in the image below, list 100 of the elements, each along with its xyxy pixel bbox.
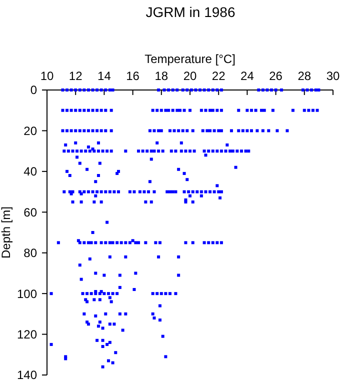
point	[191, 190, 194, 194]
point	[144, 200, 148, 204]
point	[220, 190, 223, 194]
point	[104, 241, 108, 244]
point	[170, 150, 173, 153]
point	[100, 88, 103, 92]
point	[80, 200, 83, 204]
point	[84, 150, 88, 153]
point	[212, 190, 216, 194]
point	[131, 239, 134, 242]
point	[101, 345, 104, 348]
point	[151, 292, 154, 296]
point	[96, 324, 100, 328]
point	[186, 129, 189, 132]
x-tick-label: 12	[68, 69, 83, 83]
point	[56, 241, 60, 244]
point	[158, 241, 162, 244]
point	[61, 108, 64, 112]
point	[176, 88, 179, 92]
point	[96, 150, 100, 153]
point	[307, 108, 310, 112]
point	[91, 88, 94, 92]
point	[302, 108, 306, 112]
point	[74, 108, 78, 112]
point	[241, 129, 244, 132]
point	[204, 154, 208, 157]
point	[196, 190, 199, 194]
point	[90, 241, 93, 244]
x-axis-title: Temperature [°C]	[144, 52, 236, 66]
point	[96, 108, 99, 112]
point	[216, 88, 219, 92]
point	[98, 298, 102, 302]
point	[167, 108, 170, 112]
point	[150, 150, 153, 153]
point	[128, 190, 132, 194]
point	[50, 342, 53, 346]
point	[111, 361, 114, 364]
point	[220, 241, 223, 244]
point	[157, 150, 160, 153]
point	[100, 108, 103, 112]
point	[212, 129, 216, 132]
point	[250, 108, 253, 112]
point	[180, 141, 183, 144]
point	[220, 88, 223, 92]
point	[180, 150, 183, 153]
point	[74, 88, 78, 92]
point	[94, 194, 98, 198]
point	[301, 88, 304, 92]
point	[208, 129, 212, 132]
point	[98, 162, 102, 165]
point	[202, 150, 206, 153]
point	[152, 129, 156, 132]
point	[184, 241, 188, 244]
point	[104, 108, 108, 112]
point	[256, 129, 259, 132]
point	[108, 241, 112, 244]
point	[82, 190, 86, 194]
y-tick-label: 60	[24, 205, 38, 220]
point	[82, 108, 86, 112]
point	[246, 129, 249, 132]
point	[111, 241, 114, 244]
point	[86, 190, 90, 194]
x-tick-label: 28	[298, 69, 312, 83]
point	[261, 88, 264, 92]
point	[177, 274, 180, 277]
point	[317, 88, 320, 92]
point	[100, 241, 103, 244]
point	[78, 264, 82, 267]
point	[184, 150, 188, 153]
point	[90, 292, 93, 296]
point	[101, 326, 104, 330]
point	[86, 88, 90, 92]
point	[111, 292, 114, 296]
x-tick-label: 18	[154, 69, 168, 83]
point	[160, 292, 163, 296]
point	[66, 129, 69, 132]
point	[101, 338, 104, 342]
point	[96, 338, 99, 342]
point	[174, 150, 178, 153]
point	[70, 129, 73, 132]
point	[168, 190, 172, 194]
point	[160, 129, 163, 132]
point	[291, 108, 294, 112]
point	[190, 88, 193, 92]
point	[181, 88, 184, 92]
point	[161, 150, 164, 153]
point	[247, 150, 250, 153]
x-tick-label: 30	[326, 69, 340, 83]
point	[112, 322, 116, 326]
point	[310, 88, 314, 92]
point	[146, 150, 149, 153]
point	[76, 156, 79, 159]
point	[152, 316, 156, 320]
y-axis-title: Depth [m]	[0, 206, 13, 259]
y-tick-label: 80	[24, 246, 38, 260]
point	[217, 129, 220, 132]
point	[167, 88, 170, 92]
point	[280, 88, 284, 92]
point	[71, 200, 74, 204]
point	[171, 108, 174, 112]
